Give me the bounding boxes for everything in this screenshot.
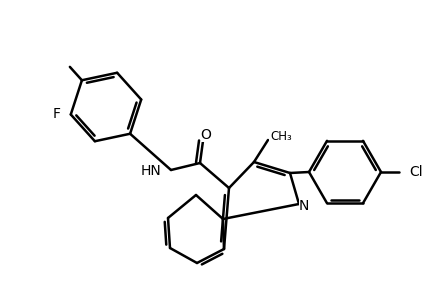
Text: CH₃: CH₃ [270, 130, 292, 144]
Text: F: F [53, 108, 61, 122]
Text: HN: HN [140, 164, 161, 178]
Text: N: N [299, 199, 309, 213]
Text: Cl: Cl [409, 165, 422, 179]
Text: O: O [201, 128, 211, 142]
